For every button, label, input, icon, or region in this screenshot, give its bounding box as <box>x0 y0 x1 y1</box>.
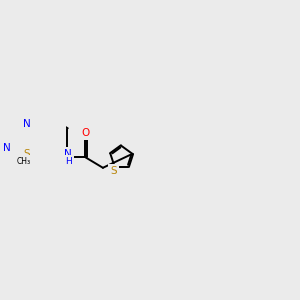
Text: N: N <box>23 119 31 129</box>
Text: S: S <box>110 167 117 176</box>
Text: CH₃: CH₃ <box>16 157 31 166</box>
Text: O: O <box>82 128 90 138</box>
Text: N: N <box>3 143 11 153</box>
Text: S: S <box>24 149 30 159</box>
Text: N: N <box>64 149 72 159</box>
Text: H: H <box>65 157 72 166</box>
